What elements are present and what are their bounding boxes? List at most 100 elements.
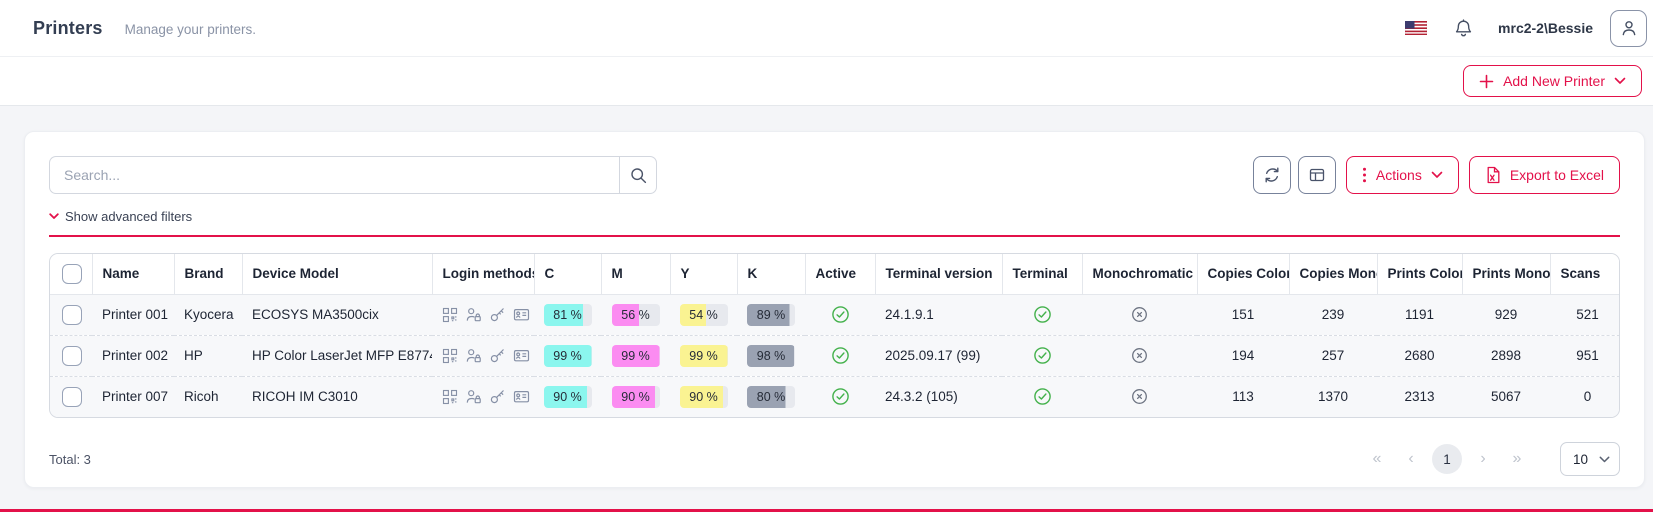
printers-panel: Actions Export t xyxy=(24,131,1645,488)
add-new-printer-label: Add New Printer xyxy=(1503,73,1605,89)
column-header-login-methods[interactable]: Login methods xyxy=(432,254,535,295)
cell-login-methods xyxy=(432,375,534,417)
chevron-down-icon xyxy=(49,213,59,220)
prev-page-button[interactable]: ‹ xyxy=(1408,450,1414,467)
column-header-m[interactable]: M xyxy=(601,254,671,295)
cell-copies-mono: 257 xyxy=(1289,334,1377,376)
column-header-name[interactable]: Name xyxy=(92,254,175,295)
chevron-down-icon xyxy=(1614,77,1626,85)
cell-toner-y: 54 % xyxy=(670,294,737,335)
id-card-icon xyxy=(513,388,530,405)
select-all-header-cell xyxy=(50,254,93,295)
column-header-terminal[interactable]: Terminal xyxy=(1002,254,1083,295)
page-size-select[interactable]: 10 xyxy=(1560,442,1620,476)
column-header-copies-mono[interactable]: Copies Mono xyxy=(1289,254,1378,295)
add-new-printer-button[interactable]: Add New Printer xyxy=(1463,65,1642,97)
table-row: Printer 007 Ricoh RICOH IM C3010 90 % 90 % 9… xyxy=(50,375,1619,417)
cell-copies-mono: 239 xyxy=(1321,307,1345,322)
cell-toner-c: 99 % xyxy=(534,334,601,376)
table-columns-icon xyxy=(1308,166,1326,184)
cell-copies-color: 194 xyxy=(1197,334,1289,376)
cell-toner-k: 80 % xyxy=(737,375,805,417)
excel-file-icon xyxy=(1485,166,1501,184)
key-icon xyxy=(489,347,506,364)
cell-toner-y: 90 % xyxy=(670,375,737,417)
key-icon xyxy=(489,388,506,405)
toner-level-badge-y: 90 % xyxy=(679,385,728,408)
toner-level-badge-m: 90 % xyxy=(611,385,660,408)
user-card-icon xyxy=(465,306,482,323)
select-all-checkbox[interactable] xyxy=(62,263,82,284)
column-header-active[interactable]: Active xyxy=(805,254,876,295)
page-bottom-accent-line xyxy=(0,509,1653,512)
cell-toner-m: 99 % xyxy=(601,334,670,376)
cell-name: Printer 007 xyxy=(92,375,174,417)
cell-monochromatic xyxy=(1082,334,1197,376)
column-header-copies-color[interactable]: Copies Color xyxy=(1197,254,1290,295)
row-checkbox[interactable] xyxy=(62,386,82,407)
search-button[interactable] xyxy=(619,156,657,194)
qr-code-icon xyxy=(442,389,458,405)
chevron-down-icon xyxy=(1431,171,1443,179)
cell-terminal xyxy=(1002,334,1082,376)
cell-device-model: HP Color LaserJet MFP E87740 xyxy=(242,334,432,376)
qr-code-icon xyxy=(442,348,458,364)
columns-button[interactable] xyxy=(1297,156,1336,194)
cell-terminal-version: 2025.09.17 (99) xyxy=(875,334,1002,376)
qr-code-icon xyxy=(442,307,458,323)
cell-login-methods xyxy=(432,294,534,335)
user-menu-button[interactable] xyxy=(1610,9,1647,47)
cell-terminal xyxy=(1002,294,1082,335)
cell-name: Printer 001 xyxy=(102,307,169,322)
language-flag-icon[interactable] xyxy=(1405,21,1428,35)
cell-name: Printer 002 xyxy=(92,334,174,376)
cell-prints-mono: 929 xyxy=(1494,307,1518,322)
cell-monochromatic xyxy=(1082,375,1197,417)
cell-prints-color: 2313 xyxy=(1377,375,1462,417)
export-to-excel-button[interactable]: Export to Excel xyxy=(1468,156,1620,194)
cell-toner-c: 90 % xyxy=(534,375,601,417)
column-header-terminal-version[interactable]: Terminal version xyxy=(875,254,1003,295)
cell-toner-m: 90 % xyxy=(601,375,670,417)
notifications-bell-icon[interactable] xyxy=(1453,18,1474,39)
advanced-filters-divider xyxy=(49,235,1620,237)
chevron-down-icon xyxy=(1599,456,1610,463)
row-checkbox[interactable] xyxy=(62,304,82,325)
cell-scans: 0 xyxy=(1550,375,1619,417)
column-header-prints-color[interactable]: Prints Color xyxy=(1377,254,1463,295)
user-card-icon xyxy=(465,347,482,364)
column-header-device-model[interactable]: Device Model xyxy=(242,254,433,295)
column-header-k[interactable]: K xyxy=(737,254,806,295)
next-page-button[interactable]: › xyxy=(1480,450,1486,467)
search-icon xyxy=(629,166,648,185)
table-controls: Actions Export t xyxy=(1252,156,1620,194)
cell-active xyxy=(805,294,875,335)
toner-level-badge-c: 81 % xyxy=(543,303,592,326)
column-header-brand[interactable]: Brand xyxy=(174,254,243,295)
cell-terminal-version: 24.1.9.1 xyxy=(885,307,934,322)
current-page-button[interactable]: 1 xyxy=(1432,444,1462,474)
cell-scans: 951 xyxy=(1550,334,1619,376)
x-circle-icon xyxy=(1131,306,1148,323)
column-header-scans[interactable]: Scans xyxy=(1550,254,1619,295)
column-header-prints-mono[interactable]: Prints Mono xyxy=(1462,254,1551,295)
toner-level-badge-m: 56 % xyxy=(611,303,660,326)
refresh-button[interactable] xyxy=(1252,156,1291,194)
actions-button[interactable]: Actions xyxy=(1345,156,1459,194)
column-header-monochromatic[interactable]: Monochromatic xyxy=(1082,254,1198,295)
cell-terminal-version: 24.3.2 (105) xyxy=(875,375,1002,417)
search-input[interactable] xyxy=(49,156,619,194)
column-header-y[interactable]: Y xyxy=(670,254,738,295)
page-title: Printers xyxy=(33,17,103,38)
cell-toner-c: 81 % xyxy=(534,294,601,335)
last-page-button[interactable]: » xyxy=(1512,450,1522,467)
export-to-excel-label: Export to Excel xyxy=(1509,167,1604,183)
refresh-icon xyxy=(1263,166,1281,184)
table-row: Printer 002 HP HP Color LaserJet MFP E8774… xyxy=(50,334,1619,376)
column-header-c[interactable]: C xyxy=(534,254,602,295)
first-page-button[interactable]: « xyxy=(1372,450,1382,467)
show-advanced-filters-link[interactable]: Show advanced filters xyxy=(49,209,192,224)
row-checkbox[interactable] xyxy=(62,345,82,366)
toner-level-badge-k: 80 % xyxy=(747,385,795,408)
